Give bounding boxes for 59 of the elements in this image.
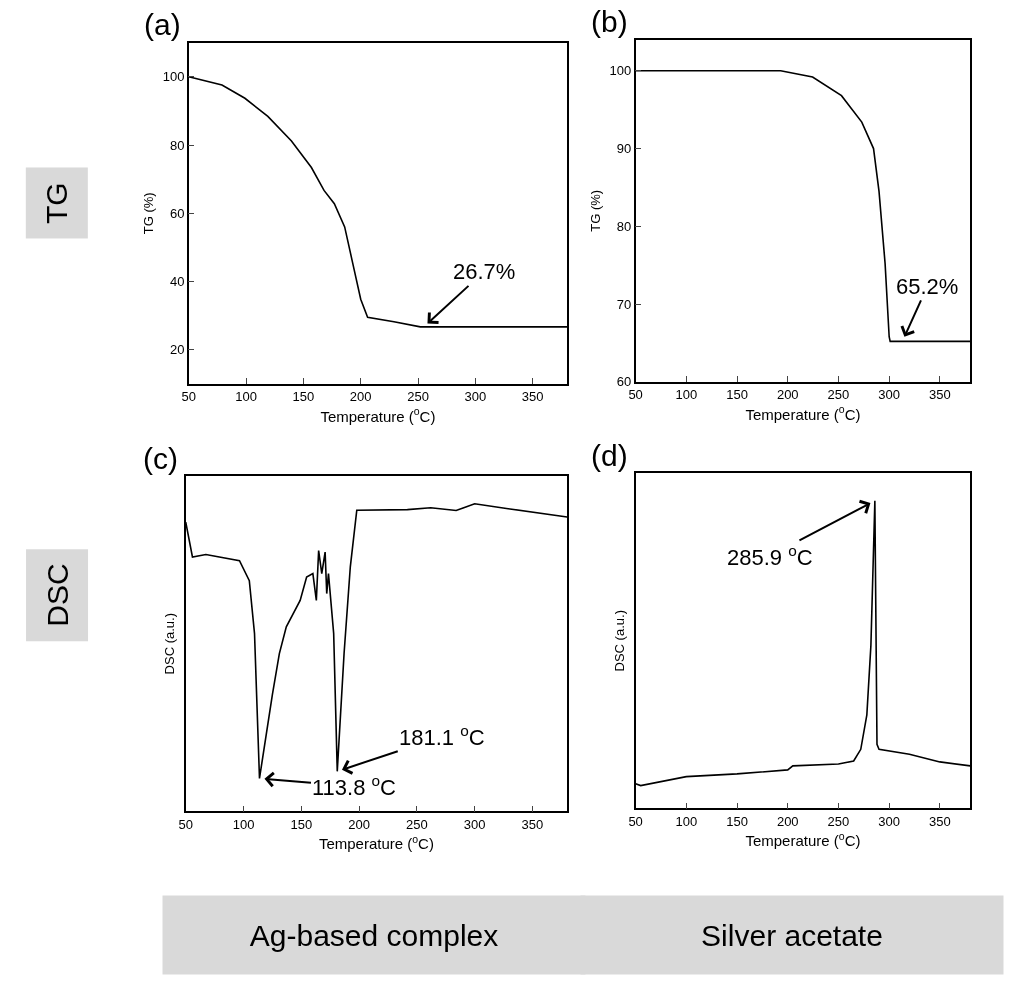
text: TG <box>40 182 74 224</box>
y-tick-label: 80 <box>169 137 185 153</box>
x-axis-title: Temperature ($^{o}$C) <box>745 403 861 423</box>
x-tick-label: 300 <box>878 813 901 829</box>
y-tick-label: 70 <box>616 296 632 312</box>
x-tick-label: 300 <box>463 816 486 832</box>
x-axis-title: Temperature ($^{o}$C) <box>745 829 861 850</box>
x-tick-label: 50 <box>628 813 643 829</box>
y-axis-title: TG (%) <box>141 192 157 235</box>
text: Ag-based complex <box>249 918 499 952</box>
x-tick-label: 350 <box>521 389 544 405</box>
y-tick-label: 60 <box>616 374 632 390</box>
y-tick-label: 20 <box>169 342 185 358</box>
y-axis-title: TG (%) <box>588 189 604 232</box>
x-tick-label: 250 <box>827 387 850 403</box>
x-tick-label: 150 <box>726 813 748 829</box>
x-tick-label: 200 <box>776 387 799 403</box>
chart-title: (d) <box>591 439 628 472</box>
x-tick-label: 250 <box>406 816 428 832</box>
x-tick-label: 200 <box>348 816 370 832</box>
annotation: 113.8 $^{o}$C <box>312 772 397 801</box>
x-tick-label: 150 <box>292 389 315 405</box>
x-tick-label: 100 <box>232 816 255 832</box>
x-axis-title: Temperature ($^{o}$C) <box>320 405 436 425</box>
annotation: 285.9 $^{o}$C <box>727 542 813 571</box>
chart-title: (c) <box>143 442 178 475</box>
chart-title: (b) <box>591 5 628 38</box>
x-tick-label: 50 <box>628 387 643 403</box>
y-tick-label: 40 <box>169 274 185 290</box>
x-tick-label: 100 <box>675 387 698 403</box>
annotation: 65.2% <box>896 274 959 299</box>
x-tick-label: 350 <box>929 387 951 403</box>
x-tick-label: 250 <box>407 389 429 405</box>
text: Silver acetate <box>701 918 883 952</box>
text: DSC <box>40 563 74 627</box>
x-axis-title: Temperature ($^{o}$C) <box>318 832 434 853</box>
x-tick-label: 50 <box>181 389 196 405</box>
x-tick-label: 200 <box>776 813 799 829</box>
annotation: 181.1 $^{o}$C <box>399 722 485 751</box>
x-tick-label: 100 <box>675 813 698 829</box>
x-tick-label: 100 <box>235 389 257 405</box>
x-tick-label: 200 <box>349 389 372 405</box>
y-tick-label: 90 <box>616 141 632 157</box>
y-tick-label: 60 <box>169 205 185 221</box>
x-tick-label: 150 <box>726 387 748 403</box>
chart-title: (a) <box>144 8 181 41</box>
y-tick-label: 100 <box>162 69 185 85</box>
y-tick-label: 100 <box>609 63 632 79</box>
x-tick-label: 50 <box>178 816 193 832</box>
annotation: 26.7% <box>453 259 516 284</box>
x-tick-label: 150 <box>290 816 313 832</box>
x-tick-label: 350 <box>929 813 951 829</box>
x-tick-label: 300 <box>464 389 487 405</box>
x-tick-label: 300 <box>878 387 901 403</box>
y-axis-title: DSC (a.u.) <box>162 613 178 675</box>
x-tick-label: 250 <box>827 813 850 829</box>
y-axis-title: DSC (a.u.) <box>612 610 628 672</box>
x-tick-label: 350 <box>521 816 544 832</box>
y-tick-label: 80 <box>616 218 632 234</box>
